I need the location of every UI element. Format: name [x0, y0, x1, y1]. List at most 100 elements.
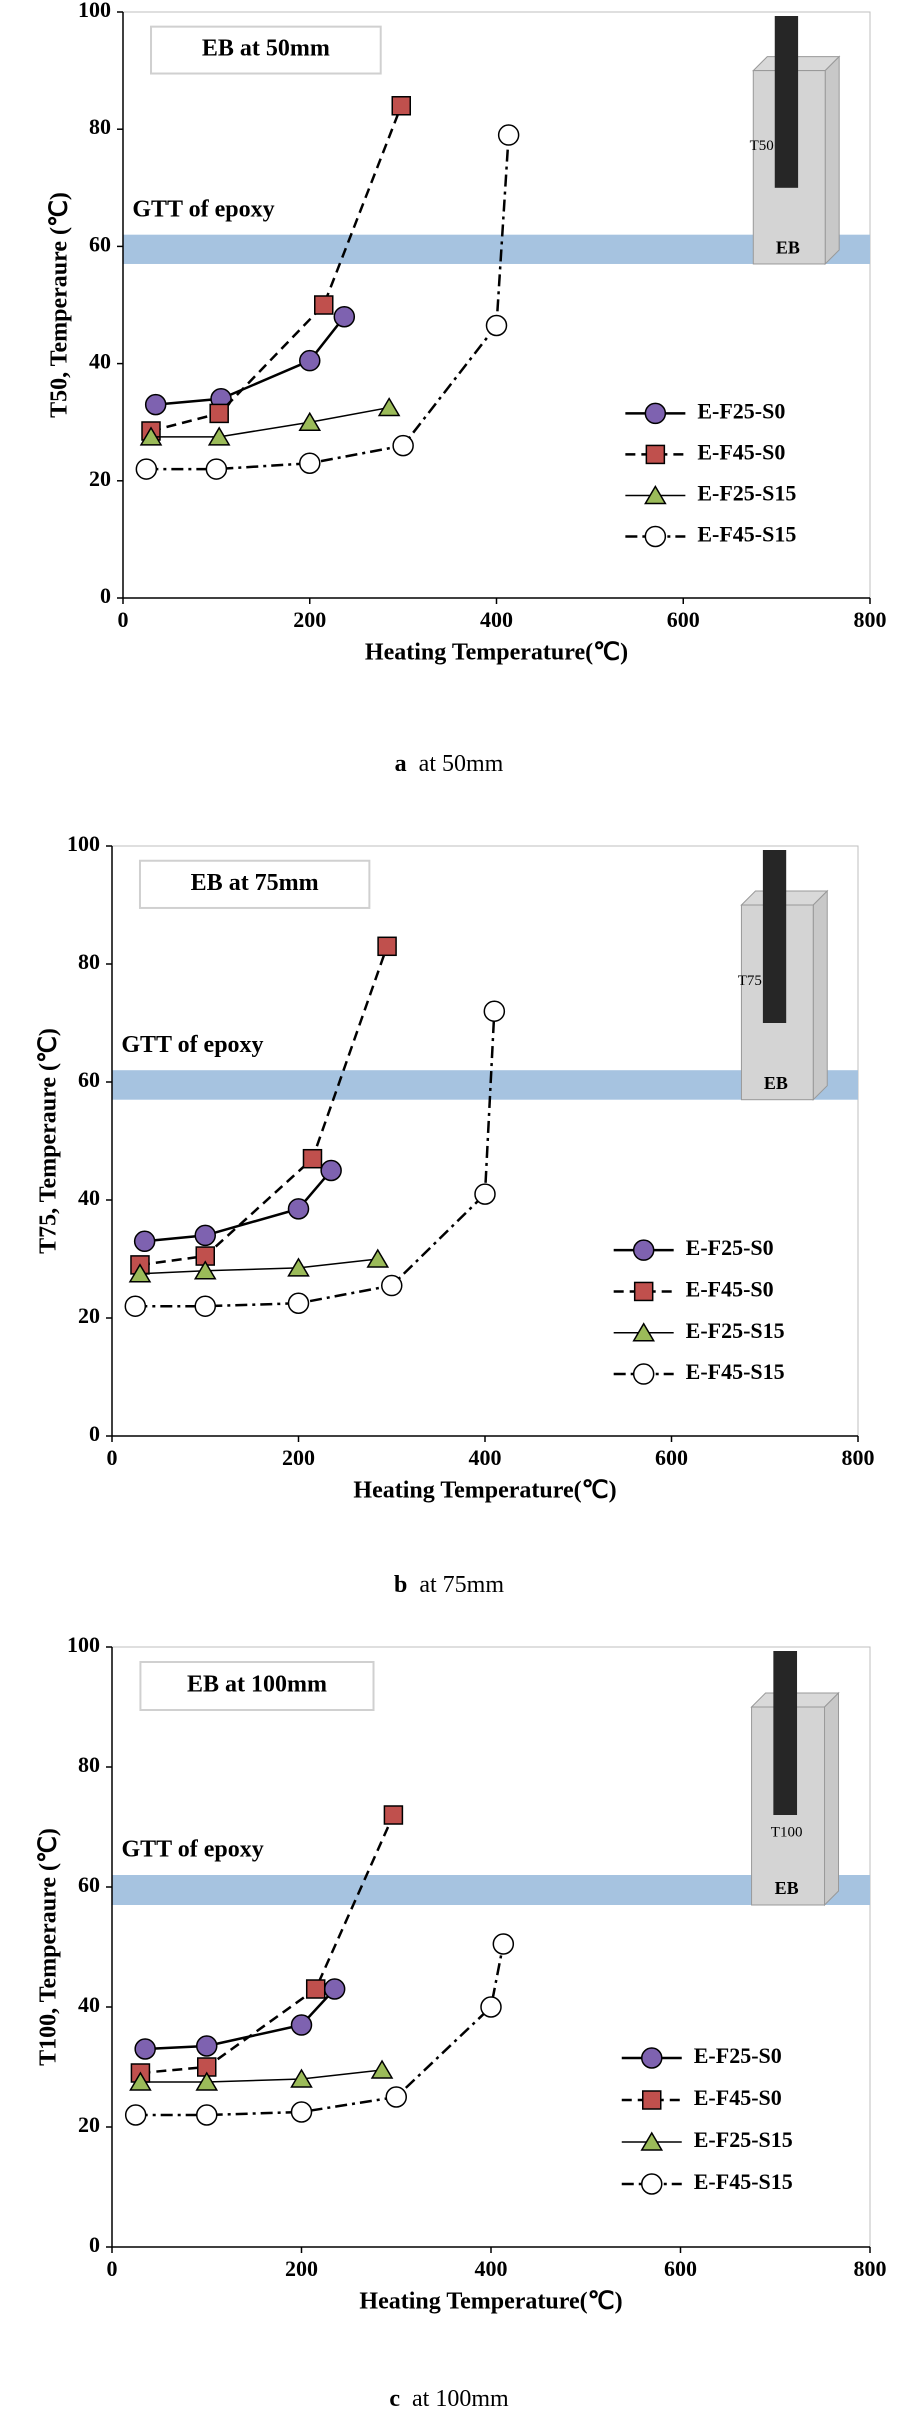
legend-label: E-F25-S15: [686, 1318, 785, 1343]
marker: [196, 2035, 218, 2057]
marker: [287, 1198, 310, 1220]
marker: [194, 1224, 216, 1247]
marker: [314, 295, 334, 315]
marker: [135, 458, 158, 480]
marker: [133, 1230, 156, 1253]
x-tick-label: 200: [285, 2256, 318, 2281]
marker: [287, 1257, 310, 1277]
marker: [193, 1260, 217, 1280]
marker: [392, 434, 414, 457]
x-tick-label: 800: [842, 1445, 875, 1470]
y-tick-label: 20: [78, 2112, 100, 2137]
caption-text: at 75mm: [419, 1572, 504, 1598]
legend-label: E-F45-S15: [686, 1359, 785, 1384]
inset-rod: [773, 1651, 798, 1815]
caption: a at 50mm: [395, 751, 504, 777]
x-tick-label: 400: [475, 2256, 508, 2281]
marker: [644, 484, 667, 505]
x-tick-label: 400: [480, 607, 513, 632]
gtt-band: [112, 1070, 858, 1100]
chart-title: EB at 75mm: [191, 870, 319, 896]
caption-letter: b: [394, 1572, 407, 1598]
inset-rod: [774, 16, 799, 188]
series-line: [144, 1169, 333, 1243]
inset-cube-side: [824, 1691, 840, 1907]
marker: [370, 2059, 394, 2079]
marker: [633, 1281, 654, 1302]
series-line: [151, 406, 390, 438]
marker: [333, 305, 356, 328]
title-box: [150, 25, 382, 75]
marker: [209, 403, 229, 424]
x-tick-label: 200: [293, 607, 326, 632]
chart-title: EB at 100mm: [187, 1672, 327, 1698]
y-tick-label: 0: [100, 583, 111, 608]
caption-text: at 100mm: [412, 2386, 509, 2412]
marker: [640, 2131, 664, 2151]
marker: [302, 1148, 323, 1169]
marker: [195, 2071, 219, 2091]
caption: c at 100mm: [389, 2386, 509, 2412]
marker: [645, 444, 666, 465]
y-tick-label: 20: [89, 466, 111, 491]
legend-label: E-F25-S0: [686, 1235, 774, 1260]
marker: [139, 426, 163, 446]
gtt-band: [123, 234, 870, 264]
gtt-band: [112, 1875, 870, 1905]
marker: [290, 2101, 313, 2123]
legend-label: E-F45-S0: [694, 2085, 782, 2110]
marker: [492, 1933, 515, 1955]
marker: [377, 936, 397, 957]
series-line: [135, 1011, 496, 1308]
marker: [196, 2104, 218, 2126]
series-line: [135, 1943, 505, 2117]
y-tick-label: 80: [89, 114, 111, 139]
marker: [483, 1000, 506, 1022]
series-line: [150, 105, 403, 433]
y-tick-label: 40: [78, 1992, 100, 2017]
y-tick-label: 40: [89, 349, 111, 374]
inset-sensor-label: T50: [750, 138, 774, 154]
marker: [194, 1295, 216, 1317]
y-tick-label: 100: [78, 0, 111, 22]
y-tick-label: 0: [89, 1421, 100, 1446]
inset-eb-label: EB: [764, 1073, 788, 1093]
x-axis-label: Heating Temperature(℃): [353, 1478, 616, 1504]
x-tick-label: 600: [655, 1445, 688, 1470]
y-tick-label: 100: [67, 831, 100, 856]
x-tick-label: 600: [667, 607, 700, 632]
marker: [128, 1263, 152, 1283]
marker: [480, 1996, 502, 2018]
legend-label: E-F45-S0: [686, 1276, 774, 1301]
series-line: [145, 1988, 336, 2051]
legend-label: E-F25-S0: [697, 398, 785, 423]
x-tick-label: 800: [854, 607, 887, 632]
chart: T50 EB EB at 50mm GTT of epoxy 0 20 40 60 80 100 0…: [47, 0, 887, 777]
marker: [129, 2071, 152, 2091]
marker: [299, 452, 321, 474]
marker: [474, 1183, 496, 1205]
marker: [287, 1292, 310, 1314]
marker: [299, 349, 321, 372]
marker: [134, 2038, 156, 2060]
y-tick-label: 60: [89, 231, 111, 256]
marker: [641, 2173, 663, 2195]
annotation: GTT of epoxy: [132, 197, 274, 223]
inset-eb-label: EB: [775, 1878, 799, 1898]
inset-eb-label: EB: [776, 237, 800, 257]
marker: [644, 402, 667, 425]
chart: T100 EB EB at 100mm GTT of epoxy 0 20 40 60 80 10…: [36, 1632, 887, 2411]
series-line: [155, 315, 346, 406]
marker: [305, 1979, 326, 1999]
legend-label: E-F45-S0: [697, 439, 785, 464]
marker: [124, 1295, 147, 1317]
series-line: [139, 945, 389, 1267]
marker: [641, 2047, 663, 2069]
title-box: [138, 859, 371, 909]
caption-letter: c: [389, 2386, 400, 2412]
y-axis-label: T50, Temperaure (℃): [47, 192, 73, 418]
marker: [485, 314, 508, 337]
caption-text: at 50mm: [419, 751, 504, 777]
y-tick-label: 100: [67, 1632, 100, 1657]
marker: [320, 1159, 342, 1182]
